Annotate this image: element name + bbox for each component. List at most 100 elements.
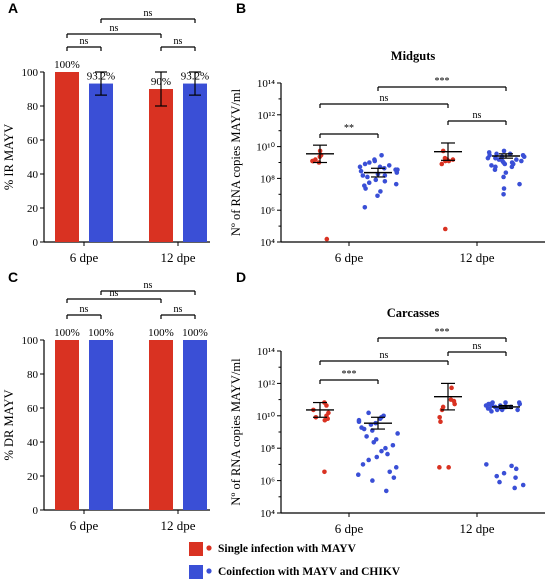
data-point	[513, 475, 518, 480]
data-point	[362, 205, 368, 210]
data-point	[362, 161, 368, 167]
significance-label: ns	[174, 304, 183, 315]
significance-label: ns	[144, 8, 153, 19]
x-tick-label: 6 dpe	[70, 518, 99, 533]
data-point	[364, 434, 369, 439]
bar-label: 100%	[54, 59, 80, 71]
y-tick-label: 10¹⁴	[257, 78, 275, 90]
data-point	[373, 437, 379, 442]
panel-letter: B	[236, 0, 246, 16]
data-point	[387, 469, 393, 475]
legend-swatch-coinfection	[189, 565, 203, 579]
data-point	[451, 398, 457, 404]
significance-label: ns	[473, 341, 482, 352]
data-point	[383, 488, 389, 494]
data-point	[492, 167, 498, 173]
significance-label: ns	[380, 93, 389, 104]
data-point	[379, 152, 384, 158]
data-point	[395, 431, 400, 436]
data-point	[440, 148, 446, 154]
bar-label: 93.2%	[181, 71, 209, 83]
legend-label: Coinfection with MAYV and CHIKV	[218, 566, 401, 578]
data-point	[365, 174, 370, 180]
data-point	[497, 479, 502, 485]
data-point	[386, 163, 392, 168]
y-tick-label: 10⁶	[260, 476, 275, 488]
significance-label: ns	[80, 36, 89, 47]
bar-label: 100%	[54, 327, 80, 339]
data-point	[501, 148, 507, 154]
data-point	[357, 164, 363, 170]
data-point	[443, 226, 448, 232]
y-tick-label: 40	[27, 169, 39, 181]
data-point	[373, 177, 379, 183]
data-point	[393, 465, 399, 470]
data-point	[395, 167, 400, 173]
chart-title: Midguts	[391, 49, 436, 63]
data-point	[517, 401, 523, 407]
y-tick-label: 10⁴	[260, 508, 275, 520]
data-point	[358, 168, 364, 174]
y-tick-label: 80	[27, 369, 39, 381]
significance-label: ns	[110, 288, 119, 299]
data-point	[509, 164, 515, 170]
x-tick-label: 6 dpe	[335, 521, 364, 536]
bar	[55, 340, 79, 510]
significance-label: ns	[473, 110, 482, 121]
y-tick-label: 10¹²	[257, 110, 275, 122]
y-axis-label: Nº of RNA copies MAYV/ml	[229, 358, 243, 506]
data-point	[356, 417, 362, 423]
bar	[183, 340, 207, 510]
y-tick-label: 10¹⁰	[256, 411, 275, 423]
data-point	[378, 189, 383, 194]
data-point	[513, 466, 519, 472]
data-point	[366, 180, 372, 186]
data-point	[521, 154, 527, 160]
significance-label: ns	[174, 36, 183, 47]
significance-label: ns	[110, 23, 119, 34]
bar-label: 100%	[182, 327, 208, 339]
y-axis-label: % IR MAYV	[2, 124, 16, 190]
data-point	[322, 469, 327, 475]
data-point	[363, 186, 368, 191]
data-point	[437, 465, 442, 470]
y-axis-label: % DR MAYV	[2, 389, 16, 460]
data-point	[514, 157, 519, 162]
data-point	[438, 419, 443, 424]
data-point	[494, 151, 499, 157]
data-point	[450, 157, 456, 162]
data-point	[439, 161, 445, 167]
data-point	[324, 403, 329, 408]
data-point	[488, 401, 493, 407]
bar-label: 93.2%	[87, 71, 115, 83]
chart-title: Carcasses	[387, 306, 440, 320]
bar	[89, 340, 113, 510]
x-tick-label: 6 dpe	[70, 250, 99, 265]
data-point	[374, 454, 380, 460]
data-point	[520, 482, 526, 488]
data-point	[487, 406, 492, 411]
y-tick-label: 100	[22, 67, 39, 79]
data-point	[324, 236, 330, 242]
y-tick-label: 10⁴	[260, 237, 275, 249]
bar	[55, 72, 79, 242]
bar	[183, 83, 207, 242]
data-point	[360, 462, 366, 467]
data-point	[515, 407, 520, 413]
bar	[89, 83, 113, 242]
data-point	[360, 173, 366, 178]
data-point	[437, 414, 442, 420]
y-tick-label: 40	[27, 437, 39, 449]
data-point	[483, 403, 489, 408]
data-point	[372, 158, 378, 164]
panel-letter: A	[8, 0, 18, 16]
y-tick-label: 20	[27, 471, 39, 483]
bar	[149, 89, 173, 242]
significance-label: **	[344, 123, 354, 134]
data-point	[501, 470, 507, 476]
data-point	[503, 170, 509, 175]
bar-label: 100%	[148, 327, 174, 339]
x-tick-label: 12 dpe	[160, 518, 195, 533]
data-point	[509, 463, 514, 469]
